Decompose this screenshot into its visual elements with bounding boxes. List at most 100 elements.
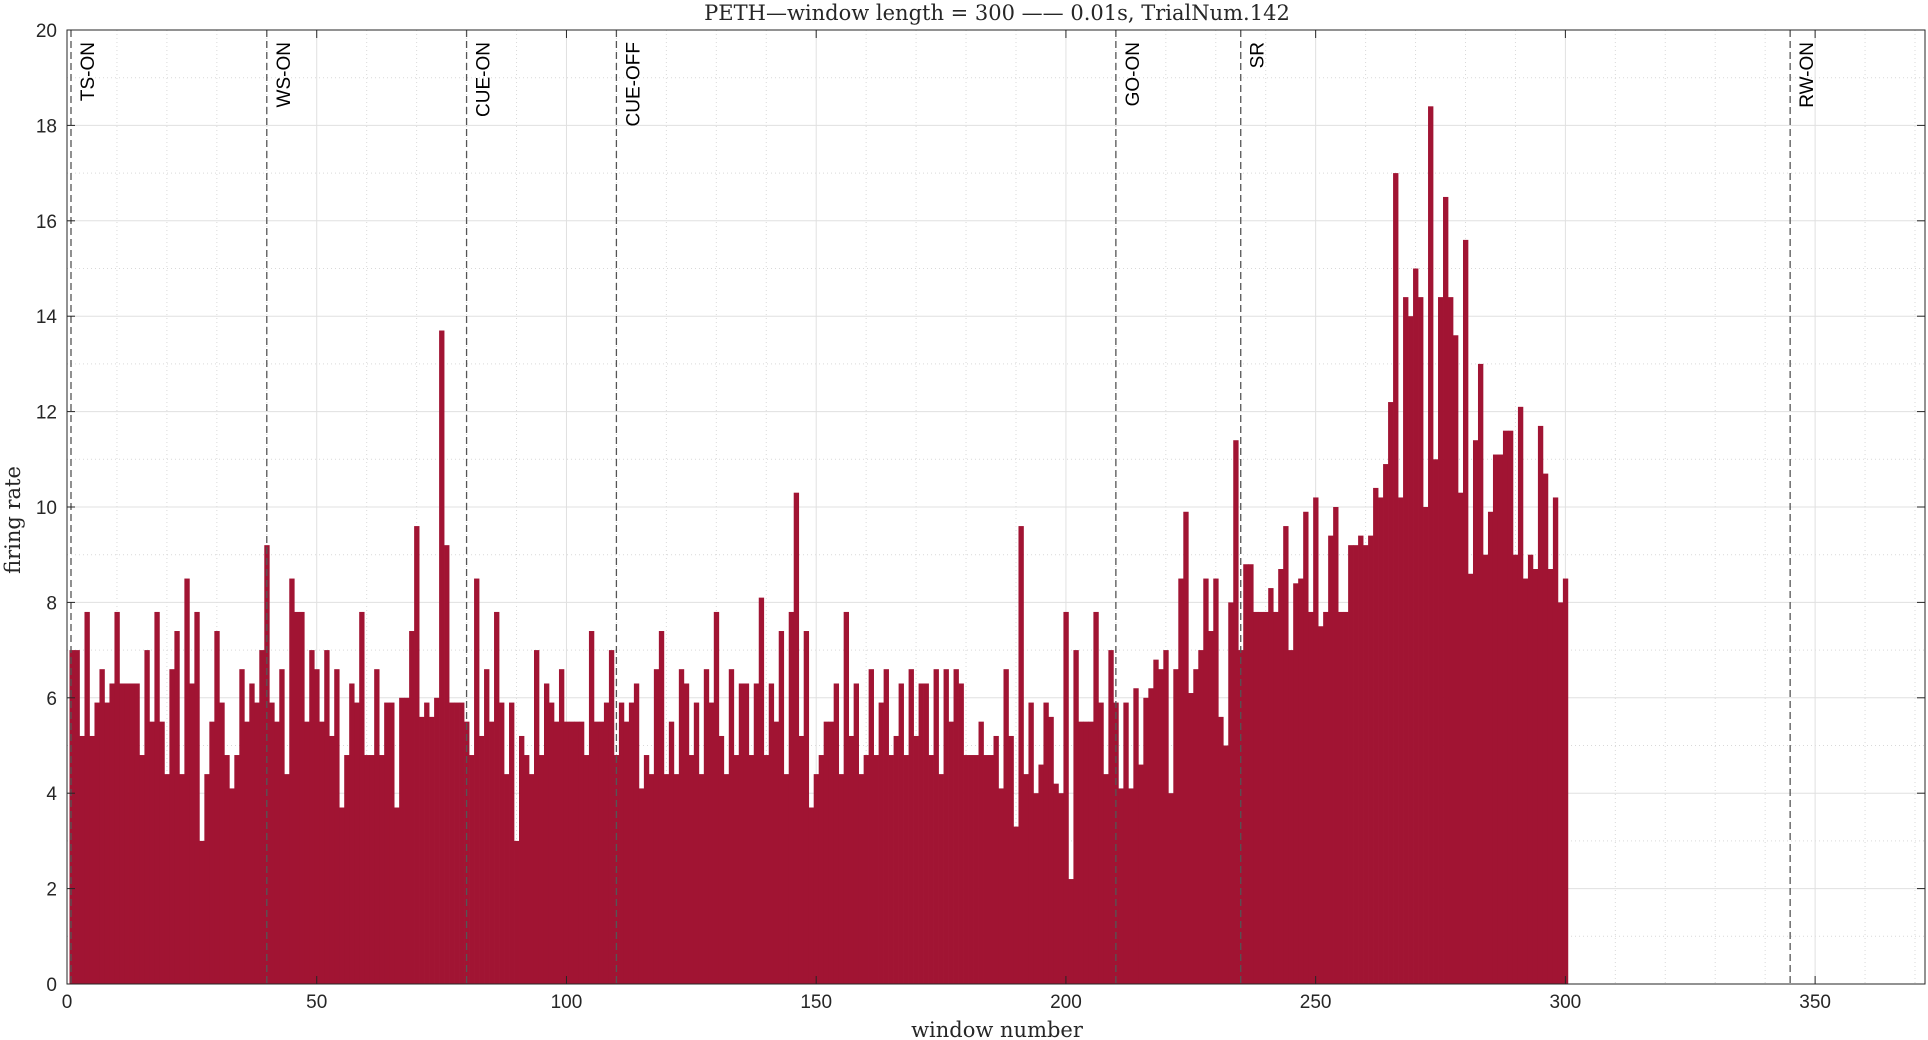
histogram-bar <box>1532 569 1539 984</box>
histogram-bar <box>643 755 650 984</box>
histogram-bar <box>1013 826 1019 984</box>
event-label: CUE-OFF <box>623 42 644 126</box>
histogram-bar <box>279 669 285 984</box>
histogram-bar <box>1228 602 1234 984</box>
histogram-bar <box>459 702 465 984</box>
histogram-bar <box>354 702 360 984</box>
histogram-bar <box>1333 507 1339 984</box>
histogram-bar <box>828 721 835 984</box>
histogram-bar <box>958 683 964 984</box>
histogram-bar <box>149 721 155 984</box>
histogram-bar <box>623 721 630 984</box>
histogram-bar <box>209 721 215 984</box>
histogram-bar <box>179 774 185 984</box>
histogram-bar <box>1098 702 1104 984</box>
histogram-bar <box>499 702 505 984</box>
histogram-bar <box>1263 611 1269 984</box>
histogram-bar <box>1073 650 1079 984</box>
histogram-bar <box>1418 297 1424 984</box>
histogram-bar <box>489 721 495 984</box>
histogram-bar <box>933 669 939 984</box>
histogram-bar <box>384 702 390 984</box>
histogram-bar <box>578 721 585 984</box>
histogram-bar <box>244 721 250 984</box>
histogram-bar <box>1388 402 1394 984</box>
histogram-bar <box>633 683 640 984</box>
histogram-bar <box>1472 440 1479 985</box>
histogram-bar <box>1268 588 1274 984</box>
histogram-bar <box>723 774 730 984</box>
x-axis-label: window number <box>911 1018 1084 1040</box>
y-tick-label: 14 <box>36 307 58 328</box>
histogram-bar <box>913 735 919 984</box>
histogram-bar <box>1198 650 1204 984</box>
histogram-bar <box>963 755 969 984</box>
histogram-bar <box>1467 573 1474 984</box>
histogram-bar <box>1368 535 1374 984</box>
histogram-bar <box>114 611 120 984</box>
histogram-bar <box>973 755 979 984</box>
histogram-bar <box>628 702 635 984</box>
histogram-bar <box>289 578 295 984</box>
histogram-bar <box>294 611 300 984</box>
histogram-bar <box>638 788 645 984</box>
histogram-bar <box>653 669 660 984</box>
histogram-bar <box>254 702 260 984</box>
histogram-bar <box>234 755 240 984</box>
histogram-bar <box>1438 297 1444 984</box>
histogram-bar <box>793 492 800 984</box>
histogram-bar <box>1083 721 1089 984</box>
x-tick-label: 50 <box>306 992 327 1013</box>
histogram-bar <box>918 683 924 984</box>
histogram-bar <box>1028 702 1034 984</box>
histogram-bar <box>778 631 785 984</box>
histogram-bar <box>1293 583 1299 984</box>
histogram-bar <box>1343 611 1349 984</box>
histogram-bar <box>444 545 450 984</box>
histogram-bar <box>474 578 480 984</box>
histogram-bar <box>1313 497 1319 984</box>
histogram-bar <box>1143 697 1149 984</box>
x-tick-label: 150 <box>800 992 832 1013</box>
histogram-bar <box>693 702 700 984</box>
histogram-bar <box>1398 497 1404 984</box>
histogram-bar <box>928 755 934 984</box>
histogram-bar <box>768 683 775 984</box>
histogram-bar <box>1542 473 1549 984</box>
histogram-bar <box>563 721 570 984</box>
histogram-bar <box>848 735 855 984</box>
histogram-bar <box>394 807 400 984</box>
histogram-bar <box>588 631 595 984</box>
histogram-bar <box>1562 578 1569 984</box>
histogram-bar <box>1213 578 1219 984</box>
histogram-bar <box>1522 578 1529 984</box>
histogram-bar <box>1233 440 1239 985</box>
histogram-bar <box>943 669 949 984</box>
histogram-bar <box>648 774 655 984</box>
histogram-bar <box>84 611 90 984</box>
histogram-bar <box>698 774 705 984</box>
histogram-bar <box>1003 669 1009 984</box>
histogram-bar <box>379 755 385 984</box>
histogram-bar <box>329 735 335 984</box>
histogram-bar <box>334 669 340 984</box>
histogram-bar <box>988 755 994 984</box>
histogram-bar <box>818 755 825 984</box>
histogram-bar <box>663 774 670 984</box>
histogram-bar <box>688 755 695 984</box>
histogram-bar <box>239 669 245 984</box>
histogram-bar <box>524 755 530 984</box>
histogram-bar <box>184 578 190 984</box>
histogram-bar <box>583 755 590 984</box>
chart-title: PETH—window length = 300 —— 0.01s, Trial… <box>704 1 1290 25</box>
histogram-bar <box>878 702 884 984</box>
histogram-bar <box>813 774 820 984</box>
histogram-bar <box>169 669 175 984</box>
histogram-bar <box>1088 721 1094 984</box>
histogram-bar <box>1517 406 1524 985</box>
histogram-bar <box>134 683 140 984</box>
histogram-bars <box>69 106 1569 985</box>
histogram-bar <box>1178 578 1184 984</box>
histogram-bar <box>194 611 200 984</box>
histogram-bar <box>1078 721 1084 984</box>
